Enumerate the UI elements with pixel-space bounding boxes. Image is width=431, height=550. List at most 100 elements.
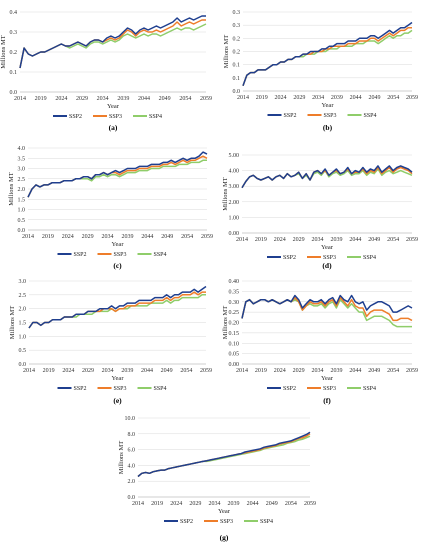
y-tick-label: 0.15 [229,331,240,337]
legend-label: SSP4 [260,519,273,525]
y-axis-label: Millions MT [118,441,125,474]
x-tick-label: 2039 [331,95,343,101]
y-tick-label: 0.1 [233,63,241,69]
y-tick-label: 0.30 [229,300,240,306]
series-line-ssp4 [242,29,413,86]
x-tick-label: 2029 [82,234,94,240]
x-tick-label: 2044 [349,237,361,243]
y-tick-label: 4.0 [18,146,26,152]
x-tick-label: 2024 [62,234,74,240]
y-tick-label: 0.10 [229,341,240,347]
series-line-ssp3 [19,19,206,69]
series-line-ssp3 [27,155,208,198]
legend-label: SSP4 [363,386,376,392]
panel-caption: (g) [220,533,229,542]
y-tick-label: 2.0 [19,307,27,313]
x-tick-label: 2059 [406,95,418,101]
y-tick-label: 0.35 [229,289,240,295]
x-tick-label: 2044 [350,95,362,101]
x-tick-label: 2054 [387,95,399,101]
x-tick-label: 2019 [43,368,55,374]
x-tick-label: 2014 [132,501,144,507]
panel-caption: (c) [113,261,122,270]
legend-label: SSP2 [283,255,296,261]
series-line-ssp4 [28,294,206,329]
legend-label: SSP3 [323,255,336,261]
x-axis-label: Year [112,241,125,248]
y-tick-label: 0.1 [10,70,18,76]
x-tick-label: 2024 [170,501,182,507]
x-tick-label: 2034 [312,368,324,374]
legend: SSP2 SSP3 SSP4 [164,519,273,525]
y-tick-label: 0.40 [229,279,240,285]
legend: SSP2 SSP3 SSP4 [267,386,376,392]
x-tick-label: 2054 [179,96,191,102]
y-tick-label: 0.2 [10,50,18,56]
x-tick-label: 2019 [256,95,268,101]
y-tick-label: 0.20 [229,321,240,327]
y-tick-label: 0.5 [18,218,26,224]
x-tick-label: 2034 [102,368,114,374]
x-tick-label: 2044 [247,501,259,507]
panel-caption: (b) [323,123,333,132]
x-axis-label: Year [321,244,334,251]
x-tick-label: 2029 [293,237,305,243]
legend: SSP2 SSP3 SSP4 [53,114,162,120]
y-tick-label: 5.00 [229,153,240,159]
legend-label: SSP4 [149,114,162,120]
x-axis-label: Year [112,375,125,382]
y-tick-label: 0.00 [229,362,240,368]
y-tick-label: 4.0 [128,463,136,469]
x-tick-label: 2059 [304,501,316,507]
x-tick-label: 2054 [181,234,193,240]
series-line-ssp2 [28,285,207,329]
legend-label: SSP2 [74,386,87,392]
legend-label: SSP3 [323,386,336,392]
legend-label: SSP4 [154,252,167,258]
x-tick-label: 2059 [406,368,418,374]
x-tick-label: 2049 [266,501,278,507]
y-tick-label: 10.0 [125,416,136,422]
panel-caption: (a) [109,123,118,132]
chart-panel-e: 0.0 0.5 1.0 1.5 2.0 2.5 3.0 2014 2019 2024 2029 203… [9,279,212,405]
y-tick-label: 0.0 [233,89,241,95]
x-tick-label: 2024 [55,96,67,102]
series-line-ssp2 [242,21,413,86]
legend-label: SSP2 [74,252,87,258]
x-tick-label: 2019 [35,96,47,102]
x-tick-label: 2059 [406,237,418,243]
legend-label: SSP2 [283,386,296,392]
x-tick-label: 2019 [255,237,267,243]
series-line-ssp2 [137,431,311,478]
x-tick-label: 2019 [42,234,54,240]
x-tick-label: 2029 [76,96,88,102]
y-tick-label: 2.5 [19,293,27,299]
legend-label: SSP4 [364,113,377,119]
x-tick-label: 2014 [237,95,249,101]
chart-panel-c: 0.0 0.5 1.0 1.5 2.0 2.5 3.0 3.5 4.0 2014 2019 2024 2… [8,146,213,270]
x-tick-label: 2034 [312,237,324,243]
y-tick-label: 1.0 [19,334,27,340]
y-tick-label: 2.00 [229,200,240,206]
y-tick-label: 0.3 [233,23,241,29]
series-line-ssp2 [19,15,206,69]
x-tick-label: 2054 [387,237,399,243]
x-tick-label: 2024 [62,368,74,374]
chart-panel-b: 0.0 0.1 0.1 0.2 0.2 0.3 0.3 2014 2019 2024 2029 203… [223,10,418,132]
x-tick-label: 2019 [255,368,267,374]
y-axis-label: Millions MT [8,172,15,205]
panel-caption: (f) [323,396,331,405]
x-tick-label: 2039 [330,237,342,243]
x-tick-label: 2029 [293,95,305,101]
legend: SSP2 SSP3 SSP4 [267,113,377,119]
series-line-ssp4 [19,23,207,69]
y-tick-label: 1.0 [18,208,26,214]
legend-label: SSP3 [114,386,127,392]
x-tick-label: 2049 [368,95,380,101]
legend-label: SSP3 [324,113,337,119]
y-tick-label: 0.3 [233,10,241,16]
x-tick-label: 2039 [117,96,129,102]
legend: SSP2 SSP3 SSP4 [57,252,167,258]
x-tick-label: 2014 [236,368,248,374]
